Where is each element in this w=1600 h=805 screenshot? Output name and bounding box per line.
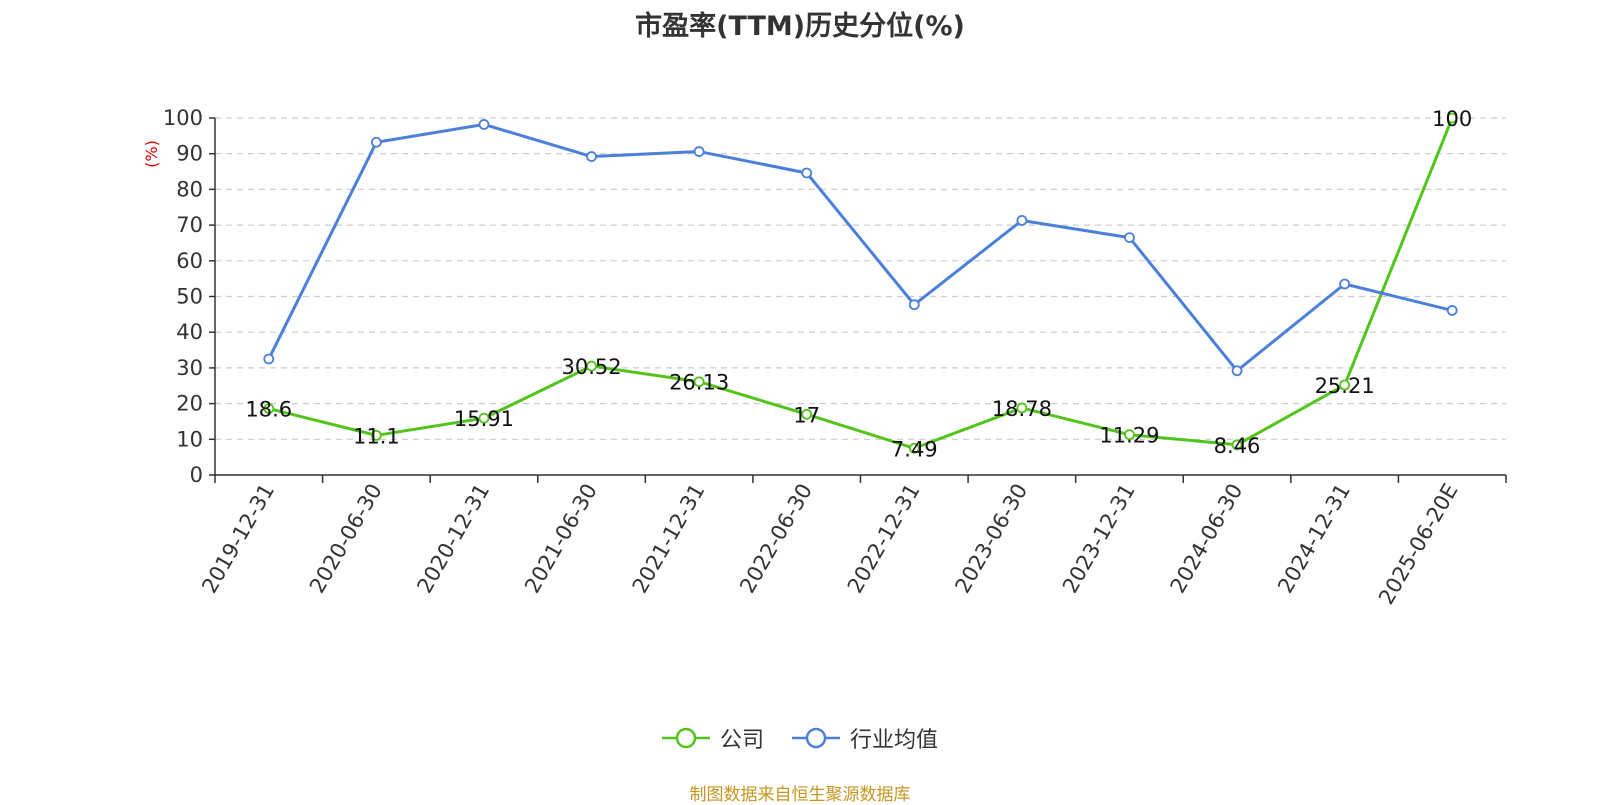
data-point <box>478 412 490 424</box>
x-tick-label: 2023-06-30 <box>950 480 1032 598</box>
x-tick-label: 2022-06-30 <box>735 480 817 598</box>
data-point <box>1124 429 1135 441</box>
data-label: 8.46 <box>1214 434 1261 458</box>
legend: 公司 行业均值 <box>0 722 1600 754</box>
x-tick-label: 2021-06-30 <box>520 480 602 598</box>
y-tick-label: 10 <box>176 427 203 451</box>
x-tick-label: 2020-06-30 <box>305 480 387 598</box>
data-label: 18.6 <box>245 398 292 422</box>
data-label: 26.13 <box>669 371 729 395</box>
data-point <box>1016 402 1028 414</box>
legend-item-company[interactable]: 公司 <box>661 722 764 754</box>
x-tick-label: 2022-12-31 <box>843 480 925 598</box>
data-point <box>908 299 920 311</box>
data-point <box>1446 305 1458 316</box>
data-label: 11.29 <box>1099 424 1159 448</box>
data-point <box>370 136 382 148</box>
y-tick-label: 0 <box>190 463 203 487</box>
data-point <box>908 442 920 454</box>
data-label: 100 <box>1432 107 1472 131</box>
data-point <box>693 376 705 388</box>
x-tick-label: 2024-06-30 <box>1166 480 1248 598</box>
data-point <box>1016 215 1028 226</box>
x-tick-label: 2021-12-31 <box>628 480 710 598</box>
data-label: 15.91 <box>454 407 514 431</box>
data-point <box>1231 439 1243 451</box>
data-point <box>1124 232 1135 243</box>
y-axis-label: (%) <box>142 140 161 168</box>
data-point <box>1231 365 1243 377</box>
data-label: 17 <box>793 403 820 427</box>
series-line-0 <box>268 117 1454 450</box>
grid-lines <box>215 117 1506 440</box>
data-label: 7.49 <box>891 437 938 461</box>
data-label: 18.78 <box>992 397 1052 421</box>
data-point <box>478 119 490 130</box>
y-tick-label: 40 <box>176 320 203 344</box>
data-point <box>1446 112 1458 124</box>
data-label: 25.21 <box>1315 374 1375 398</box>
data-point <box>586 151 597 162</box>
data-label: 30.52 <box>561 355 621 379</box>
series-lines <box>263 112 1458 454</box>
data-point <box>801 408 813 420</box>
legend-company-label: 公司 <box>719 728 764 753</box>
data-labels: 18.6 11.1 15.91 30.52 26.13 17 7.49 18.78 11.29 8… <box>245 107 1472 461</box>
y-tick-label: 60 <box>176 249 203 273</box>
data-point <box>263 403 275 414</box>
data-point <box>1339 278 1351 290</box>
y-tick-label: 50 <box>176 285 203 309</box>
data-label: 11.1 <box>353 424 400 448</box>
x-tick-label: 2023-12-31 <box>1058 480 1140 598</box>
x-tick-label: 2024-12-31 <box>1273 480 1355 598</box>
y-tick-label: 20 <box>176 392 203 416</box>
x-tick-label: 2019-12-31 <box>197 480 279 598</box>
data-point <box>586 360 597 372</box>
y-tick-label: 30 <box>176 356 203 380</box>
series-line-1 <box>267 122 1453 373</box>
x-tick-label: 2025-06-20E <box>1374 480 1462 609</box>
x-tick-label: 2020-12-31 <box>412 480 494 598</box>
legend-item-industry[interactable]: 行业均值 <box>792 722 938 754</box>
data-point <box>801 167 813 179</box>
data-point <box>370 429 382 441</box>
data-point <box>1339 379 1351 391</box>
legend-company-line-icon <box>661 727 710 749</box>
y-tick-label: 70 <box>176 213 203 237</box>
y-tick-label: 80 <box>176 177 203 201</box>
legend-industry-label: 行业均值 <box>850 728 939 753</box>
data-point <box>263 353 275 365</box>
data-point <box>693 146 705 157</box>
source-note: 制图数据来自恒生聚源数据库 <box>689 785 911 805</box>
legend-industry-line-icon <box>792 727 840 749</box>
chart-title: 市盈率(TTM)历史分位(%) <box>635 11 965 42</box>
y-tick-label: 100 <box>163 106 203 130</box>
y-tick-label: 90 <box>176 142 203 166</box>
